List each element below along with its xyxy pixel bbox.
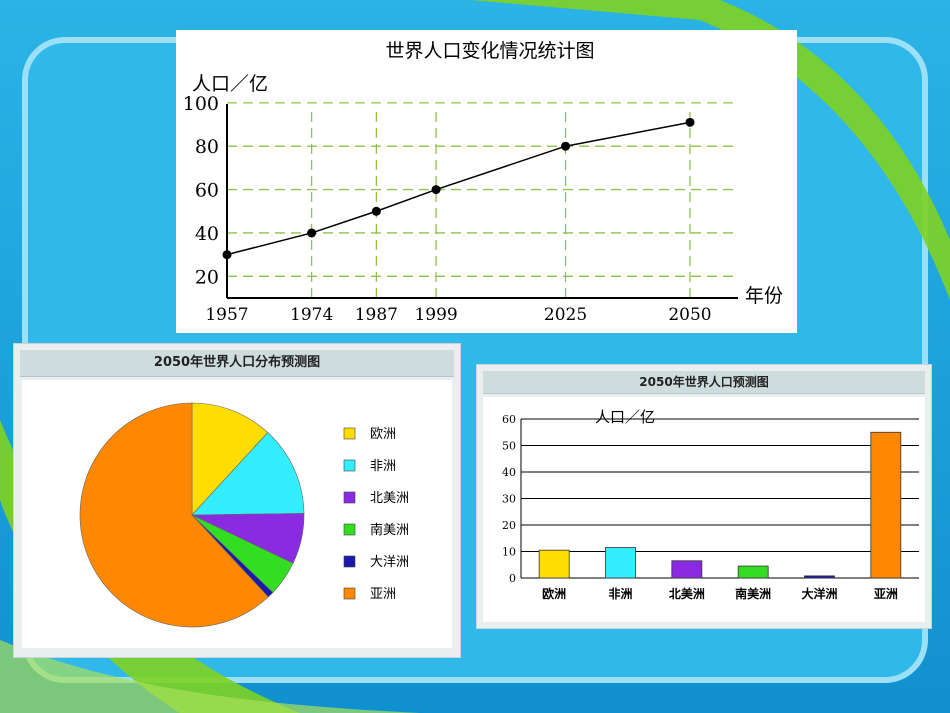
pie-legend-swatch — [343, 555, 356, 568]
bar-chart-panel: 2050年世界人口预测图 人口／亿 0 10 20 30 40 50 60 欧洲 非洲 北美洲 南… — [476, 364, 932, 629]
line-y-tick-label: 40 — [195, 223, 219, 245]
pie-legend-label: 南美洲 — [370, 522, 409, 538]
pie-legend-swatch — [343, 587, 356, 600]
bar-x-tick-label: 亚洲 — [874, 587, 898, 601]
line-x-tick-label: 1974 — [290, 305, 333, 325]
bar-x-tick-label: 南美洲 — [735, 586, 771, 601]
bar-chart-y-label: 人口／亿 — [595, 408, 655, 426]
bar — [870, 431, 902, 579]
line-x-tick-label: 1999 — [414, 305, 457, 325]
pie-legend-label: 大洋洲 — [370, 555, 409, 570]
pie-legend-swatch — [343, 491, 356, 504]
bar-x-tick-label: 非洲 — [608, 586, 632, 601]
bar — [737, 565, 769, 579]
bar-y-tick-label: 30 — [502, 493, 516, 506]
line-chart-panel: 世界人口变化情况统计图 人口／亿 年份 20 40 60 80 100 1957 1974 1… — [176, 30, 797, 333]
line-chart-title: 世界人口变化情况统计图 — [385, 40, 594, 62]
line-chart-x-label: 年份 — [745, 285, 783, 307]
pie-chart-panel: 2050年世界人口分布预测图 欧洲非洲北美洲南美洲大洋洲亚洲 — [13, 343, 461, 658]
line-x-tick-label: 1957 — [205, 305, 248, 325]
bar-y-tick-label: 60 — [502, 413, 516, 426]
line-y-tick-label: 60 — [195, 180, 219, 202]
bar-chart: 人口／亿 0 10 20 30 40 50 60 欧洲 非洲 北美洲 南美洲 大洋洲 亚洲 — [502, 408, 919, 601]
bar-y-tick-label: 40 — [502, 466, 516, 479]
line-y-tick-label: 100 — [183, 93, 219, 115]
pie-chart-title: 2050年世界人口分布预测图 — [20, 350, 454, 377]
line-data-point — [561, 141, 571, 151]
bar-x-tick-label: 欧洲 — [542, 586, 566, 601]
line-y-tick-label: 80 — [195, 136, 219, 158]
bar — [538, 549, 570, 579]
bar-y-tick-label: 10 — [502, 546, 516, 559]
pie-slice — [191, 432, 305, 516]
line-y-tick-label: 20 — [195, 266, 219, 288]
line-series — [226, 121, 691, 256]
bar — [804, 575, 835, 579]
bar — [605, 547, 636, 579]
bar-chart-area: 人口／亿 0 10 20 30 40 50 60 欧洲 非洲 北美洲 南美洲 大洋洲 亚洲 — [483, 397, 925, 622]
line-data-point — [685, 117, 695, 127]
pie-slice — [79, 402, 269, 628]
pie-legend-label: 欧洲 — [370, 427, 396, 442]
pie-legend-swatch — [343, 459, 356, 472]
line-data-point — [222, 250, 232, 260]
pie-slice — [191, 402, 269, 516]
bar-y-tick-label: 50 — [502, 440, 516, 453]
pie-legend-label: 亚洲 — [370, 587, 396, 602]
pie-legend-label: 北美洲 — [370, 491, 409, 506]
pie-legend-label: 非洲 — [370, 459, 396, 474]
line-x-tick-label: 2050 — [668, 305, 711, 325]
pie-legend-swatch — [343, 523, 356, 536]
bar-y-tick-label: 20 — [502, 519, 516, 532]
line-x-tick-label: 1987 — [355, 305, 398, 325]
bar-x-tick-label: 北美洲 — [669, 586, 705, 601]
line-x-tick-label: 2025 — [544, 305, 587, 325]
line-data-point — [371, 206, 381, 216]
pie-legend-swatch — [343, 427, 356, 440]
bar-chart-title: 2050年世界人口预测图 — [483, 371, 925, 394]
line-chart-y-label: 人口／亿 — [192, 73, 268, 95]
pie-chart-area: 欧洲非洲北美洲南美洲大洋洲亚洲 — [22, 380, 452, 648]
bar-y-tick-label: 0 — [509, 572, 516, 585]
line-data-point — [431, 185, 441, 195]
line-data-point — [307, 228, 317, 238]
bar — [671, 560, 703, 579]
bar-x-tick-label: 大洋洲 — [801, 586, 837, 601]
line-chart: 世界人口变化情况统计图 人口／亿 年份 20 40 60 80 100 1957 1974 1… — [183, 40, 783, 325]
